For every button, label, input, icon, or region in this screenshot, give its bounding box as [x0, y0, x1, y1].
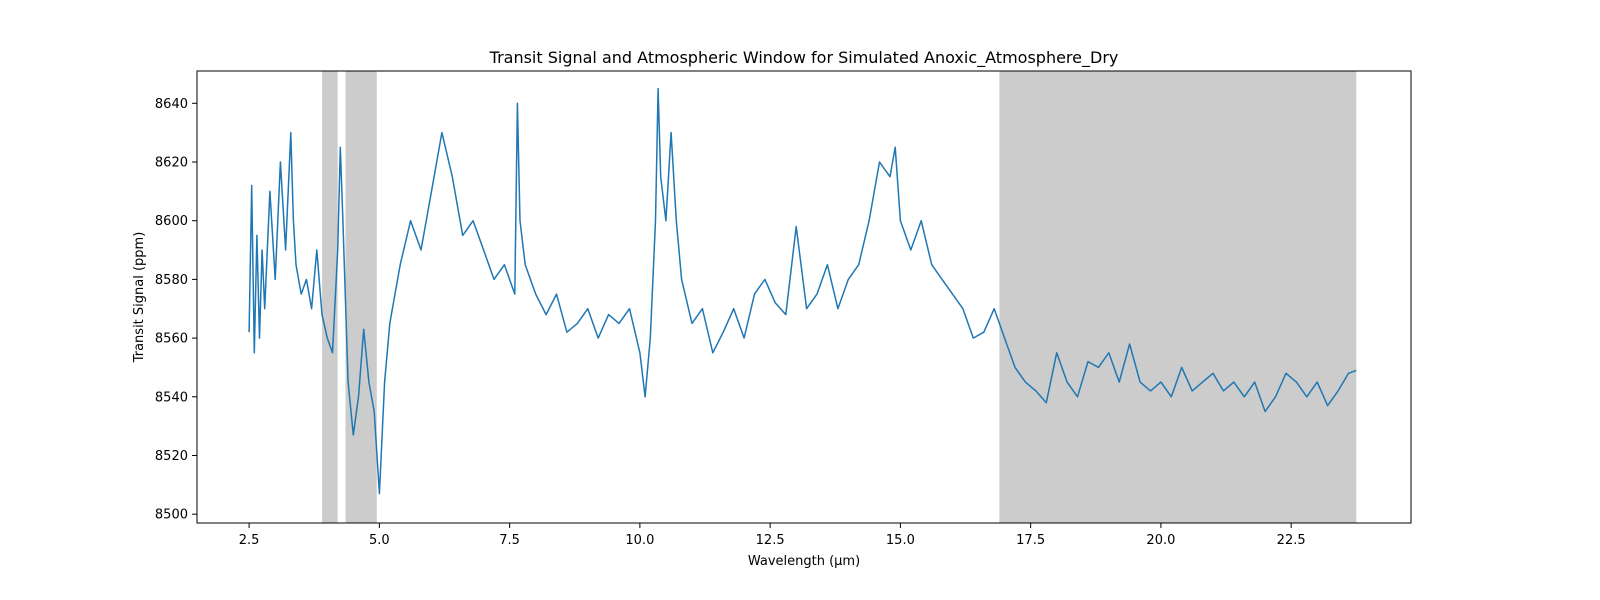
- x-axis-label: Wavelength (μm): [748, 554, 860, 569]
- y-tick-label: 8600: [155, 214, 188, 229]
- x-tick-label: 5.0: [369, 533, 390, 548]
- x-tick-label: 15.0: [886, 533, 915, 548]
- y-tick-label: 8640: [155, 97, 188, 112]
- shaded-bands: [322, 71, 1357, 523]
- y-axis: 8500 8520 8540 8560 8580 8600 8620 8640: [155, 97, 197, 523]
- shaded-band-2: [345, 71, 377, 523]
- y-tick-label: 8620: [155, 155, 188, 170]
- shaded-band-1: [322, 71, 338, 523]
- y-tick-label: 8500: [155, 508, 188, 523]
- y-tick-label: 8580: [155, 273, 188, 288]
- x-tick-label: 22.5: [1277, 533, 1306, 548]
- x-tick-label: 7.5: [499, 533, 520, 548]
- x-tick-label: 2.5: [239, 533, 260, 548]
- x-tick-label: 20.0: [1146, 533, 1175, 548]
- y-tick-label: 8560: [155, 332, 188, 347]
- x-tick-label: 12.5: [756, 533, 785, 548]
- chart-title: Transit Signal and Atmospheric Window fo…: [489, 48, 1119, 68]
- plot-frame: [196, 70, 1412, 524]
- y-tick-label: 8520: [155, 449, 188, 464]
- shaded-band-3: [999, 71, 1357, 523]
- y-tick-label: 8540: [155, 390, 188, 405]
- x-axis: 2.5 5.0 7.5 10.0 12.5 15.0 17.5 20.0 22.5: [239, 523, 1306, 548]
- x-tick-label: 10.0: [625, 533, 654, 548]
- series-line: [248, 87, 1357, 495]
- x-tick-label: 17.5: [1016, 533, 1045, 548]
- y-axis-label: Transit Signal (ppm): [132, 232, 147, 364]
